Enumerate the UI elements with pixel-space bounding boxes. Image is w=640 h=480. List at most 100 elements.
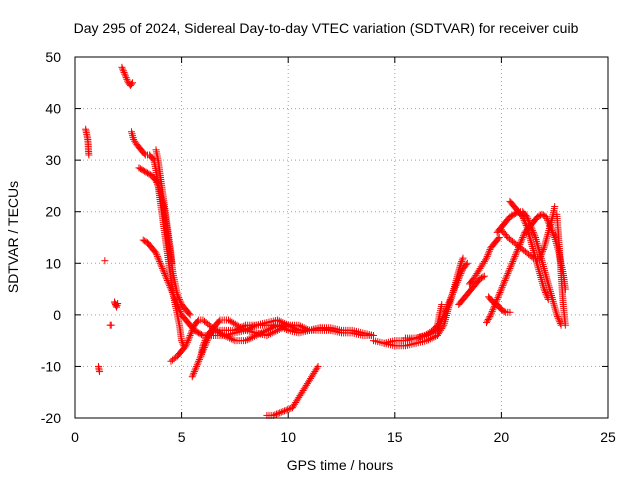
data-point [507, 212, 515, 220]
data-point [222, 332, 230, 340]
data-point [170, 294, 178, 302]
data-point [168, 289, 176, 297]
data-point [138, 166, 146, 174]
data-point [556, 318, 564, 326]
data-point [454, 276, 462, 284]
data-point [270, 328, 278, 336]
data-point [417, 333, 425, 341]
data-point [227, 335, 235, 343]
data-point [528, 241, 536, 249]
data-point [540, 264, 548, 272]
data-point [190, 323, 198, 331]
data-point [158, 263, 166, 271]
data-point [520, 230, 528, 238]
y-tick-label: 30 [45, 152, 61, 168]
data-point [486, 312, 494, 320]
data-point [442, 306, 450, 314]
data-point [166, 282, 174, 290]
data-point [282, 406, 290, 414]
data-point [304, 325, 312, 333]
data-point [183, 340, 191, 348]
data-point [184, 337, 192, 345]
data-point [155, 256, 163, 264]
data-point [141, 237, 149, 245]
data-point [534, 264, 542, 272]
data-point [174, 302, 182, 310]
data-point [157, 261, 165, 269]
data-point [173, 299, 181, 307]
data-point [120, 68, 128, 76]
data-point [543, 274, 551, 282]
data-point [201, 337, 209, 345]
data-point [485, 247, 493, 255]
data-point [512, 251, 520, 259]
data-point [121, 70, 129, 78]
data-point [175, 306, 183, 314]
data-point [500, 307, 508, 315]
data-point [544, 295, 552, 303]
data-point [482, 319, 490, 327]
x-tick-label: 5 [178, 429, 186, 445]
data-point [202, 333, 210, 341]
data-point [531, 232, 539, 240]
data-point [483, 252, 491, 260]
data-point [275, 325, 283, 333]
data-point [496, 289, 504, 297]
data-point [127, 80, 135, 88]
data-point [114, 300, 122, 308]
data-point [506, 308, 514, 316]
data-point [529, 244, 537, 252]
data-point [536, 272, 544, 280]
data-point [200, 338, 208, 346]
data-point [173, 301, 181, 309]
data-point [145, 170, 153, 178]
data-point [458, 268, 466, 276]
data-point [441, 307, 449, 315]
data-point [412, 334, 420, 342]
data-point [96, 368, 104, 376]
data-point [544, 278, 552, 286]
data-point [200, 340, 208, 348]
data-point [484, 251, 492, 259]
data-point [159, 266, 167, 274]
data-point [528, 243, 536, 251]
data-point [314, 362, 322, 370]
data-point [517, 237, 525, 245]
data-point [538, 249, 546, 257]
data-point [266, 330, 274, 338]
data-point [541, 240, 549, 248]
data-point [215, 317, 223, 325]
data-point [277, 325, 285, 333]
data-point [508, 259, 516, 267]
data-point [541, 289, 549, 297]
data-point [483, 317, 491, 325]
data-point [288, 323, 296, 331]
data-point [490, 304, 498, 312]
data-point [243, 336, 251, 344]
data-point [279, 408, 287, 416]
data-point [268, 329, 276, 337]
data-layer [82, 63, 569, 419]
data-point [541, 266, 549, 274]
data-point [513, 247, 521, 255]
data-point [128, 130, 136, 138]
data-point [462, 261, 470, 269]
y-tick-label: 0 [53, 307, 61, 323]
data-point [497, 306, 505, 314]
data-point [458, 266, 466, 274]
data-point [297, 322, 305, 330]
data-point [542, 270, 550, 278]
data-point [136, 165, 144, 173]
data-point [443, 302, 451, 310]
data-point [265, 331, 273, 339]
data-point [452, 282, 460, 290]
data-point [478, 274, 486, 282]
data-point [183, 338, 191, 346]
data-point [298, 323, 306, 331]
data-point [545, 284, 553, 292]
data-point [187, 330, 195, 338]
data-point [485, 249, 493, 257]
data-point [272, 410, 280, 418]
data-point [539, 211, 547, 219]
data-point [539, 281, 547, 289]
